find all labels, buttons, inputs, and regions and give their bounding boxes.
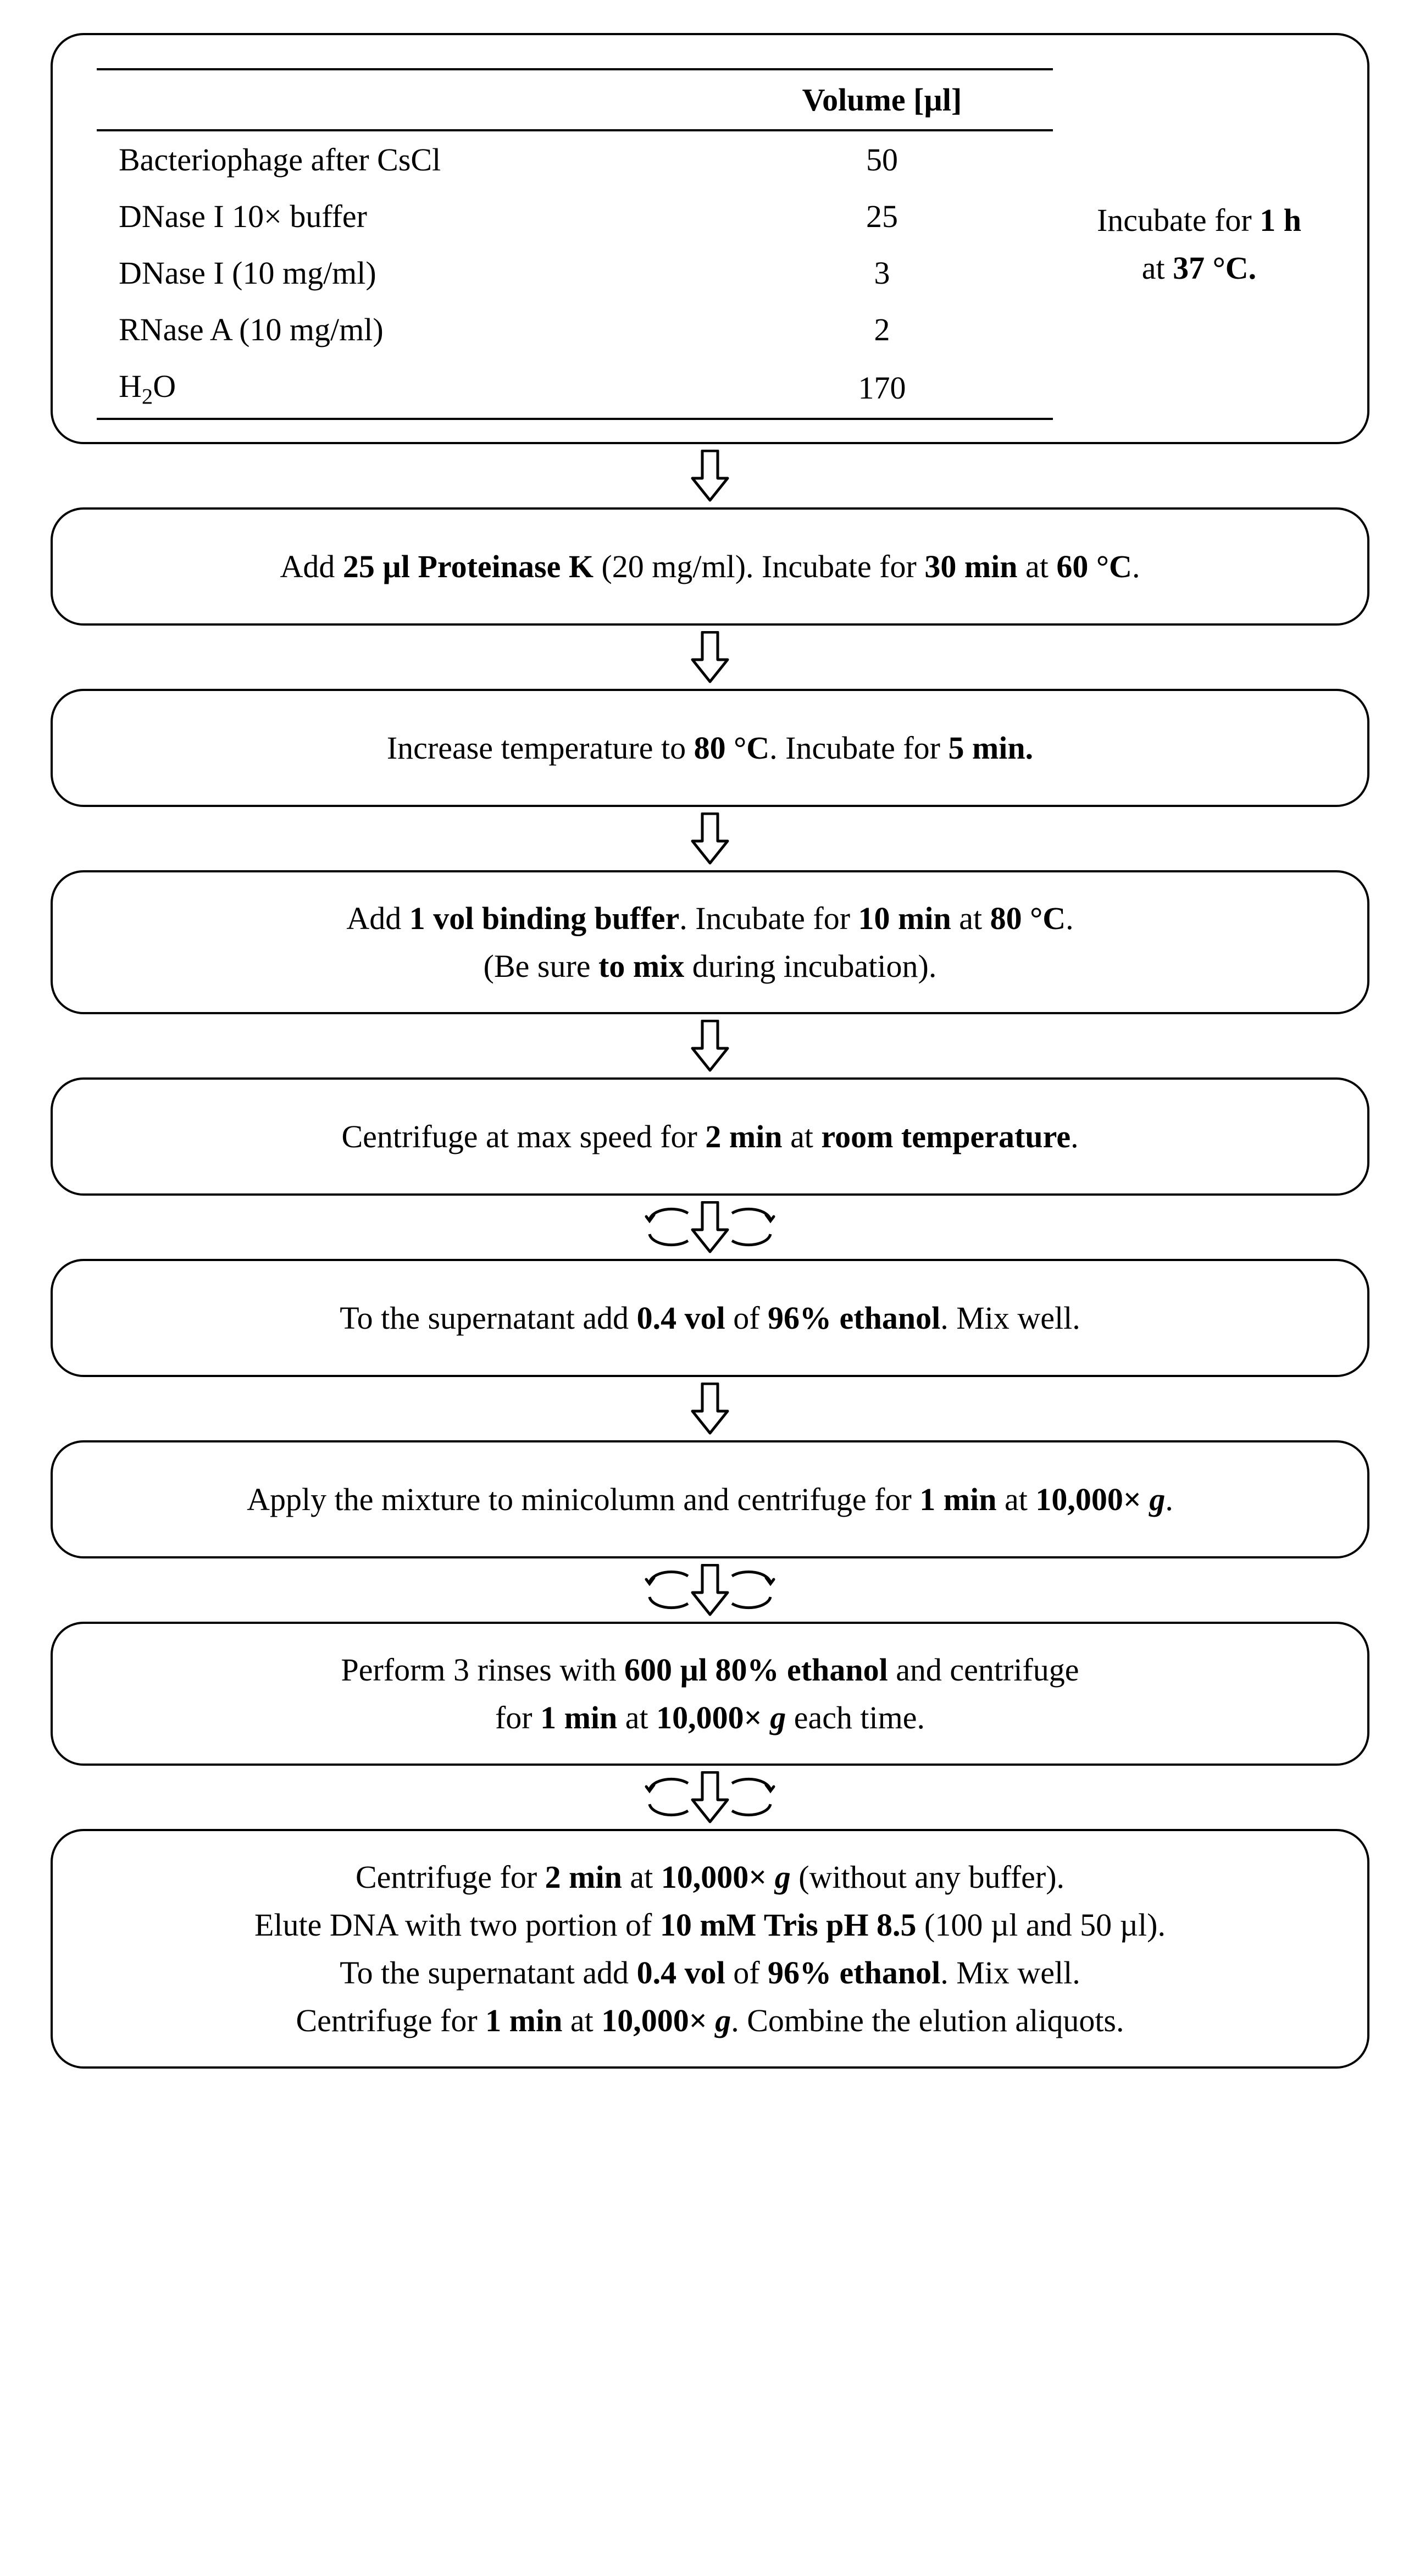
- vol-cell: 50: [711, 130, 1053, 188]
- table-row: H2O 170: [97, 358, 1053, 419]
- vol-cell: 2: [711, 301, 1053, 358]
- table-row: Bacteriophage after CsCl 50: [97, 130, 1053, 188]
- reagent-cell: Bacteriophage after CsCl: [97, 130, 711, 188]
- step-6-box: To the supernatant add 0.4 vol of 96% et…: [51, 1259, 1369, 1377]
- step-3-box: Increase temperature to 80 °C. Incubate …: [51, 689, 1369, 807]
- step-9-box: Centrifuge for 2 min at 10,000× g (witho…: [51, 1829, 1369, 2069]
- th-blank: [97, 69, 711, 130]
- step-7-box: Apply the mixture to minicolumn and cent…: [51, 1440, 1369, 1558]
- arrow-icon: [639, 812, 781, 865]
- step-5-box: Centrifuge at max speed for 2 min at roo…: [51, 1077, 1369, 1196]
- vol-cell: 25: [711, 188, 1053, 245]
- arrow-icon: [639, 450, 781, 502]
- spin-arrow-icon: [639, 1201, 781, 1253]
- vol-cell: 170: [711, 358, 1053, 419]
- table-row: RNase A (10 mg/ml) 2: [97, 301, 1053, 358]
- th-volume: Volume [µl]: [711, 69, 1053, 130]
- arrow-icon: [639, 1020, 781, 1072]
- reagent-cell: DNase I 10× buffer: [97, 188, 711, 245]
- step-2-box: Add 25 µl Proteinase K (20 mg/ml). Incub…: [51, 507, 1369, 626]
- step-4-box: Add 1 vol binding buffer. Incubate for 1…: [51, 870, 1369, 1014]
- arrow-icon: [639, 1383, 781, 1435]
- reagent-cell: RNase A (10 mg/ml): [97, 301, 711, 358]
- vol-cell: 3: [711, 245, 1053, 301]
- arrow-icon: [639, 631, 781, 683]
- step-1-box: Volume [µl] Bacteriophage after CsCl 50 …: [51, 33, 1369, 444]
- reagent-cell: H2O: [97, 358, 711, 419]
- step-8-box: Perform 3 rinses with 600 µl 80% ethanol…: [51, 1622, 1369, 1766]
- reagent-table: Volume [µl] Bacteriophage after CsCl 50 …: [97, 68, 1053, 420]
- table-row: DNase I (10 mg/ml) 3: [97, 245, 1053, 301]
- flowchart-container: Volume [µl] Bacteriophage after CsCl 50 …: [51, 33, 1369, 2069]
- spin-arrow-icon: [639, 1564, 781, 1616]
- reagent-cell: DNase I (10 mg/ml): [97, 245, 711, 301]
- table-row: DNase I 10× buffer 25: [97, 188, 1053, 245]
- step-1-note: Incubate for 1 h at 37 °C.: [1097, 196, 1323, 292]
- spin-arrow-icon: [639, 1771, 781, 1823]
